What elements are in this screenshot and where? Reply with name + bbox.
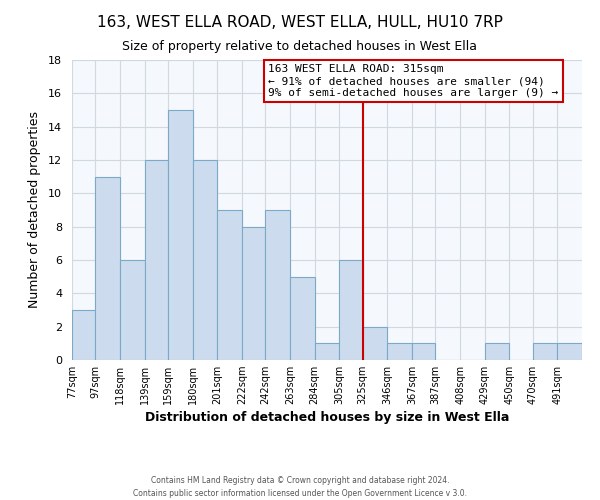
Bar <box>193 160 217 360</box>
Bar <box>145 160 168 360</box>
Bar <box>388 344 412 360</box>
Bar <box>363 326 388 360</box>
Text: 163, WEST ELLA ROAD, WEST ELLA, HULL, HU10 7RP: 163, WEST ELLA ROAD, WEST ELLA, HULL, HU… <box>97 15 503 30</box>
Bar <box>314 344 340 360</box>
Bar <box>72 310 95 360</box>
Bar <box>412 344 436 360</box>
Bar <box>95 176 120 360</box>
Text: Contains HM Land Registry data © Crown copyright and database right 2024.
Contai: Contains HM Land Registry data © Crown c… <box>133 476 467 498</box>
Bar <box>265 210 290 360</box>
Y-axis label: Number of detached properties: Number of detached properties <box>28 112 41 308</box>
Bar <box>557 344 582 360</box>
Bar <box>168 110 193 360</box>
Text: Size of property relative to detached houses in West Ella: Size of property relative to detached ho… <box>122 40 478 53</box>
Bar <box>533 344 557 360</box>
Bar <box>485 344 509 360</box>
Bar <box>290 276 314 360</box>
Text: 163 WEST ELLA ROAD: 315sqm
← 91% of detached houses are smaller (94)
9% of semi-: 163 WEST ELLA ROAD: 315sqm ← 91% of deta… <box>268 64 559 98</box>
Bar <box>120 260 145 360</box>
Bar <box>242 226 265 360</box>
Bar <box>340 260 363 360</box>
Bar <box>217 210 242 360</box>
X-axis label: Distribution of detached houses by size in West Ella: Distribution of detached houses by size … <box>145 412 509 424</box>
